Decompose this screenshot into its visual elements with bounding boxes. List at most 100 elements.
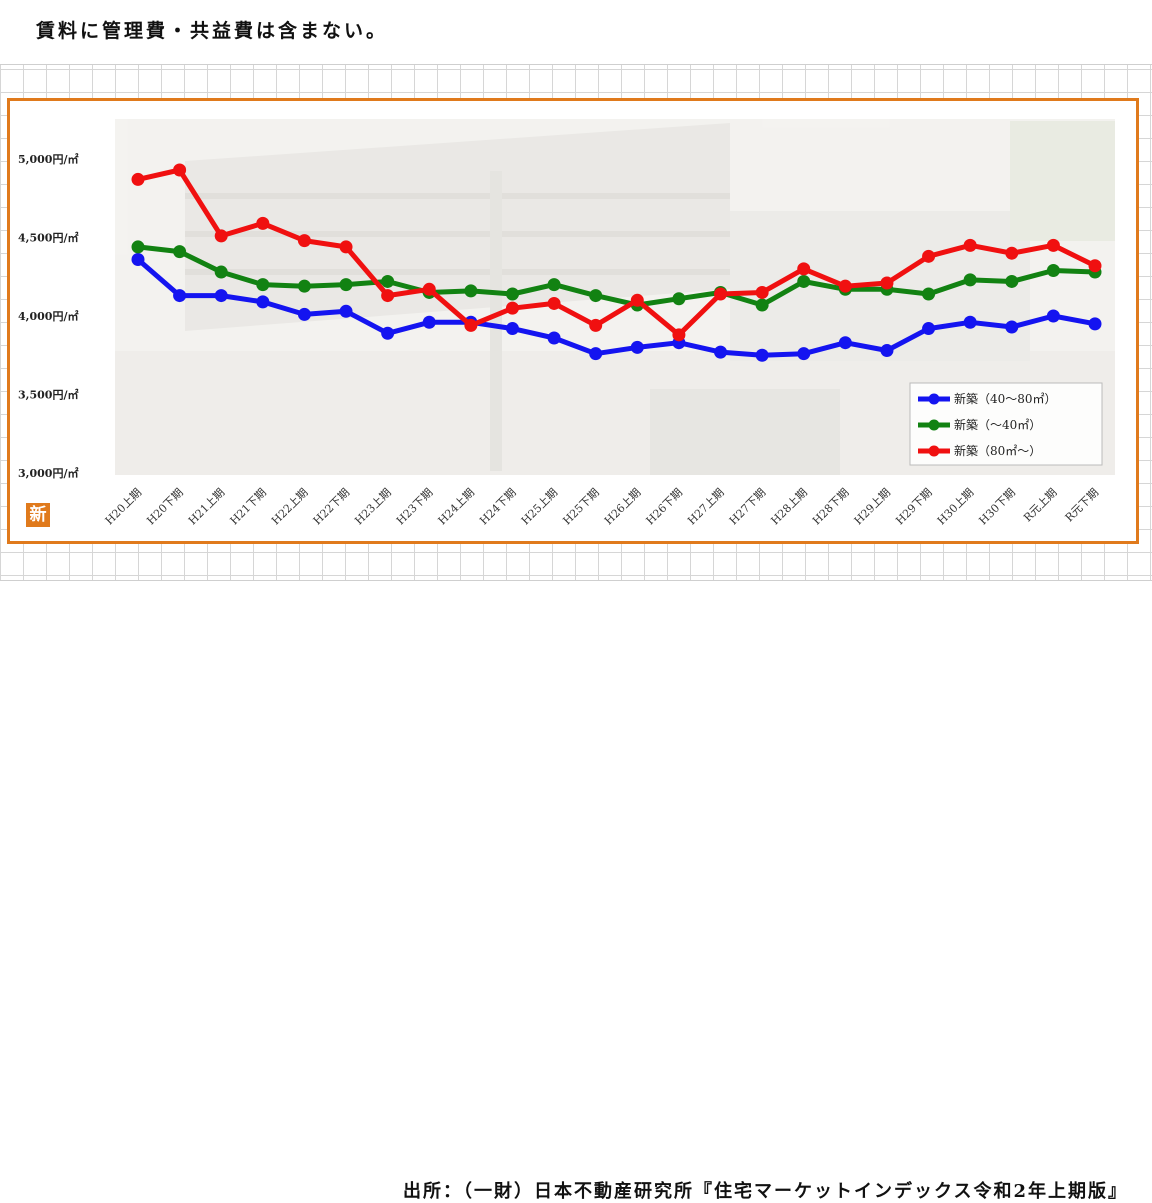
legend-swatch-marker [928,419,940,431]
data-point-1-11 [589,289,603,303]
data-point-0-1 [173,289,187,303]
x-tick-label: H24下期 [477,486,518,527]
series-layer [131,163,1102,362]
data-point-2-1 [173,163,187,177]
data-point-2-23 [1088,259,1102,273]
data-point-1-4 [297,279,311,293]
data-point-1-21 [1005,274,1019,288]
x-tick-label: H27下期 [727,486,768,527]
x-tick-label: H26上期 [602,486,643,527]
data-point-1-20 [963,273,977,287]
data-point-0-21 [1005,320,1019,334]
data-point-1-2 [214,265,228,279]
x-tick-label: R元上期 [1021,486,1059,524]
y-tick-label: 3,000円/㎡ [18,466,78,480]
data-point-1-19 [922,287,936,301]
legend-swatch-marker [928,445,940,457]
x-tick-label: H27上期 [685,486,726,527]
data-point-0-12 [630,340,644,354]
data-point-1-10 [547,278,561,292]
data-point-0-18 [880,344,894,358]
data-point-2-21 [1005,246,1019,260]
data-point-2-4 [297,234,311,248]
x-tick-label: H30下期 [976,486,1017,527]
data-point-0-9 [505,322,519,336]
legend-swatch-marker [928,393,940,405]
series-line-0 [136,257,1096,358]
data-point-1-6 [381,274,395,288]
x-tick-label: H28下期 [810,486,851,527]
data-point-2-20 [963,238,977,252]
data-point-1-1 [173,245,187,259]
data-point-0-19 [922,322,936,336]
legend-label: 新築（～40㎡） [954,417,1041,432]
data-point-0-16 [797,347,811,361]
legend-label: 新築（80㎡～） [954,443,1041,458]
data-point-2-15 [755,285,769,299]
x-tick-label: H28上期 [768,486,809,527]
building-photo-background [115,119,1115,475]
y-tick-label: 4,500円/㎡ [18,231,78,245]
x-tick-label: H20上期 [103,486,144,527]
new-badge: 新 [26,503,50,527]
data-point-0-20 [963,315,977,329]
chart-frame: 3,000円/㎡ 3,500円/㎡ 4,000円/㎡ 4,500円/㎡ 5,000円/㎡… [7,98,1139,544]
line-chart: 3,000円/㎡ 3,500円/㎡ 4,000円/㎡ 4,500円/㎡ 5,000円/㎡… [18,119,1115,527]
data-point-0-15 [755,348,769,362]
x-tick-label: H25上期 [519,486,560,527]
y-tick-label: 5,000円/㎡ [18,152,78,166]
y-axis: 3,000円/㎡ 3,500円/㎡ 4,000円/㎡ 4,500円/㎡ 5,000円/㎡ [18,152,78,480]
data-point-0-0 [131,252,145,266]
legend-label: 新築（40～80㎡） [954,391,1057,406]
x-tick-label: H26下期 [644,486,685,527]
data-point-0-10 [547,331,561,345]
data-point-0-22 [1046,309,1060,323]
x-tick-label: H22上期 [269,486,310,527]
data-point-1-9 [505,287,519,301]
x-tick-label: H29上期 [852,486,893,527]
data-point-1-3 [256,278,270,292]
source-band: 出所：（一財）日本不動産研究所『住宅マーケットインデックス令和2年上期版』 [0,580,1152,1202]
data-point-2-8 [464,318,478,332]
data-point-0-23 [1088,317,1102,331]
data-point-2-0 [131,172,145,186]
data-point-2-12 [630,293,644,307]
x-tick-label: H20下期 [144,486,185,527]
rent-note: 賃料に管理費・共益費は含まない。 [36,20,389,42]
series-line-1 [137,244,1096,308]
data-point-2-6 [381,289,395,303]
x-tick-label: H29下期 [893,486,934,527]
data-point-0-2 [214,289,228,303]
x-tick-label: H25下期 [560,486,601,527]
data-point-2-13 [672,328,686,342]
data-point-2-5 [339,240,353,254]
x-axis: H20上期 H20下期 H21上期 H21下期 H22上期 H22下期 H23上期 H23下期… [103,486,1101,527]
data-point-1-8 [464,284,478,298]
data-point-0-11 [589,347,603,361]
data-point-0-14 [714,345,728,359]
data-point-2-19 [922,249,936,263]
x-tick-label: H23上期 [352,486,393,527]
data-point-0-17 [838,336,852,350]
data-point-2-3 [256,216,270,230]
data-point-1-22 [1046,263,1060,277]
x-tick-label: H21上期 [186,486,227,527]
data-point-2-9 [505,301,519,315]
data-point-2-14 [714,287,728,301]
source-citation: 出所：（一財）日本不動産研究所『住宅マーケットインデックス令和2年上期版』 [403,1181,1128,1202]
x-tick-label: H23下期 [394,486,435,527]
data-point-0-4 [297,307,311,321]
data-point-2-18 [880,276,894,290]
data-point-2-17 [838,279,852,293]
data-point-2-7 [422,282,436,296]
data-point-0-3 [256,295,270,309]
x-tick-label: H21下期 [228,486,269,527]
legend: 新築（40～80㎡） 新築（～40㎡） 新築（80㎡～） [909,382,1103,466]
data-point-2-2 [214,229,228,243]
x-tick-label: H22下期 [311,486,352,527]
data-point-0-5 [339,304,353,318]
data-point-2-16 [797,262,811,276]
data-point-0-7 [422,315,436,329]
data-point-1-13 [672,292,686,306]
data-point-2-10 [547,296,561,310]
